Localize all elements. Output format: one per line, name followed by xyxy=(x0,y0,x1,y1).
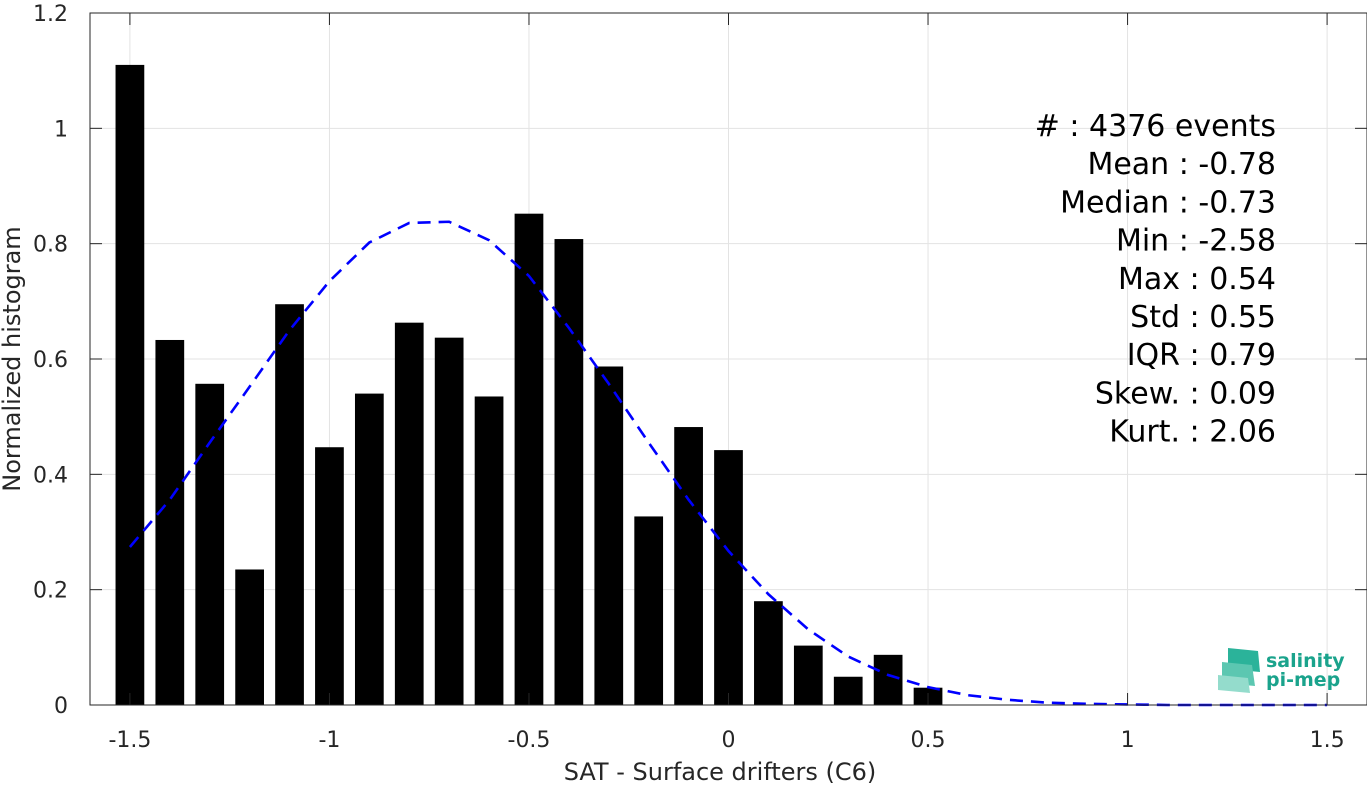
x-tick-label: 1 xyxy=(1121,728,1135,753)
y-axis-label: Normalized histogram xyxy=(0,226,26,491)
histogram-bar xyxy=(195,383,225,705)
y-tick-label: 0.6 xyxy=(33,348,68,373)
histogram-bar xyxy=(235,569,264,705)
x-tick-label: -1 xyxy=(318,728,340,753)
x-tick-label: 0.5 xyxy=(911,728,946,753)
axis-ticks xyxy=(90,12,1367,706)
histogram-bar xyxy=(594,366,624,705)
stats-line: Skew. : 0.09 xyxy=(1095,376,1276,411)
histogram-bar xyxy=(434,337,464,705)
logo-emblem-icon xyxy=(1218,648,1260,693)
histogram-bar xyxy=(714,450,743,705)
histogram-bar xyxy=(394,322,424,705)
histogram-bar xyxy=(833,676,863,705)
x-tick-label: 1.5 xyxy=(1310,728,1345,753)
stats-line: # : 4376 events xyxy=(1035,109,1276,144)
histogram-bar xyxy=(873,654,903,705)
stats-line: Kurt. : 2.06 xyxy=(1109,415,1276,450)
stats-line: Median : -0.73 xyxy=(1060,185,1276,220)
y-tick-label: 0.8 xyxy=(33,233,68,258)
histogram-bar xyxy=(634,516,664,705)
x-axis-label: SAT - Surface drifters (C6) xyxy=(564,758,877,785)
y-tick-label: 1.2 xyxy=(33,2,68,27)
histogram-bar xyxy=(474,396,504,705)
histogram-bar xyxy=(793,645,823,705)
histogram-bar xyxy=(754,601,783,705)
histogram-bar xyxy=(354,393,384,705)
stats-line: Min : -2.58 xyxy=(1116,224,1276,259)
histogram-bar xyxy=(115,64,145,705)
y-tick-label: 0 xyxy=(54,694,68,719)
stats-line: Mean : -0.78 xyxy=(1087,147,1276,182)
logo-text-salinity: salinity xyxy=(1266,650,1345,672)
histogram-bar xyxy=(275,304,304,705)
y-tick-label: 1 xyxy=(54,117,68,142)
histogram-bars xyxy=(115,64,943,705)
stats-line: Max : 0.54 xyxy=(1118,262,1276,297)
histogram-bar xyxy=(155,339,185,705)
x-tick-label: -0.5 xyxy=(508,728,551,753)
stats-line: Std : 0.55 xyxy=(1130,300,1276,335)
y-tick-labels: 0 0.2 0.4 0.6 0.8 1 1.2 xyxy=(33,2,68,719)
histogram-bar xyxy=(554,239,584,705)
salinity-pi-mep-logo: salinity pi-mep xyxy=(1218,648,1345,693)
histogram-bar xyxy=(674,427,703,705)
y-tick-label: 0.4 xyxy=(33,463,68,488)
histogram-bar xyxy=(315,447,344,705)
x-tick-labels: -1.5 -1 -0.5 0 0.5 1 1.5 xyxy=(108,728,1344,753)
x-tick-label: -1.5 xyxy=(108,728,151,753)
logo-text-pi-mep: pi-mep xyxy=(1266,669,1340,691)
histogram-bar xyxy=(514,213,544,705)
y-tick-label: 0.2 xyxy=(33,579,68,604)
x-tick-label: 0 xyxy=(722,728,736,753)
stats-line: IQR : 0.79 xyxy=(1127,338,1276,373)
